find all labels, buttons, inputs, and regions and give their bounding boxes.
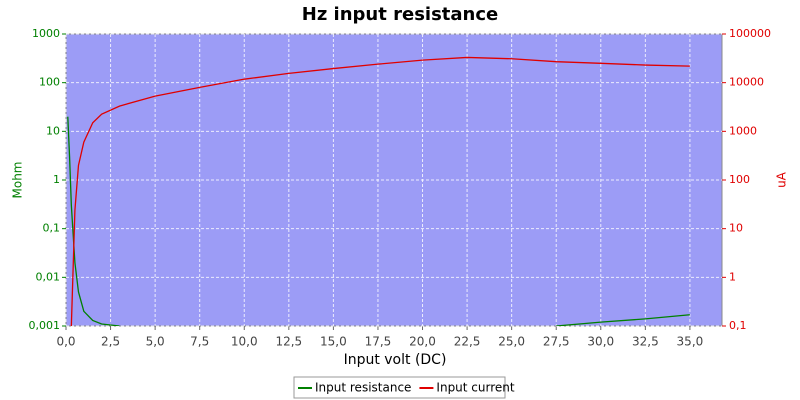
x-tick-label: 30,0	[587, 335, 614, 349]
y2-tick-label: 10	[729, 222, 743, 235]
x-tick-label: 2,5	[101, 335, 120, 349]
x-tick-label: 17,5	[365, 335, 392, 349]
x-tick-label: 10,0	[231, 335, 258, 349]
y2-tick-label: 1	[729, 270, 736, 283]
legend-label: Input resistance	[315, 381, 411, 395]
x-tick-label: 27,5	[543, 335, 570, 349]
x-axis-label: Input volt (DC)	[344, 352, 447, 368]
y-tick-label: 100	[39, 76, 60, 89]
y2-tick-label: 1000	[729, 124, 757, 137]
x-tick-label: 0,0	[56, 335, 75, 349]
y2-tick-label: 0,1	[729, 319, 747, 332]
x-tick-label: 35,0	[677, 335, 704, 349]
y-tick-label: 0,01	[36, 270, 61, 283]
y2-axis-label: uA	[775, 171, 789, 188]
y2-tick-label: 100000	[729, 27, 771, 40]
y-tick-label: 1	[53, 173, 60, 186]
y-tick-label: 0,1	[43, 222, 61, 235]
x-tick-label: 15,0	[320, 335, 347, 349]
x-tick-label: 32,5	[632, 335, 659, 349]
x-tick-label: 12,5	[275, 335, 302, 349]
y-tick-label: 0,001	[29, 319, 61, 332]
series-line	[67, 116, 690, 326]
y-tick-label: 1000	[32, 27, 60, 40]
y-tick-label: 10	[46, 124, 60, 137]
y2-tick-label: 10000	[729, 76, 764, 89]
x-tick-label: 25,0	[498, 335, 525, 349]
legend-label: Input current	[436, 381, 514, 395]
chart-title: Hz input resistance	[302, 4, 499, 25]
x-tick-label: 5,0	[146, 335, 165, 349]
y-axis-label: Mohm	[11, 162, 25, 199]
legend	[293, 376, 506, 399]
x-tick-label: 7,5	[190, 335, 209, 349]
y2-tick-label: 100	[729, 173, 750, 186]
plot-lines	[67, 56, 690, 326]
x-tick-label: 22,5	[454, 335, 481, 349]
series-line	[70, 56, 690, 326]
x-tick-label: 20,0	[409, 335, 436, 349]
